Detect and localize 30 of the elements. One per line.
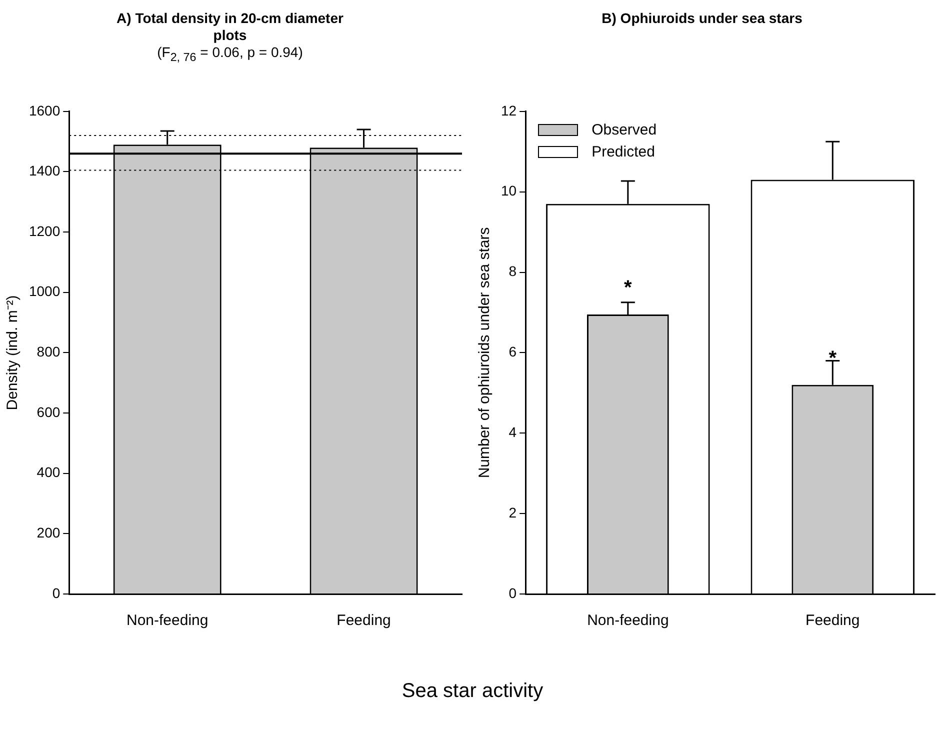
y-tick-label: 0 [508,584,517,601]
y-tick-label: 800 [36,344,60,360]
y-tick-label: 200 [36,524,60,541]
x-tick-label: Feeding [806,612,860,630]
legend-label: Observed [592,122,657,139]
chart-subtitle: (F$_{2, 76}$ = 0.06, p = 0.94) [157,44,303,64]
y-tick-label: 400 [36,464,60,480]
annotation: * [624,277,632,300]
y-tick-label: 10 [500,182,517,199]
y-tick-label: 6 [508,344,517,360]
y-tick-label: 8 [508,263,517,280]
chart-title: B) Ophiuroids under sea stars [600,10,804,27]
y-tick-label: 1000 [28,283,60,300]
x-tick-label: Feeding [336,612,391,630]
x-tick-label: Non-feeding [587,612,669,630]
annotation: * [828,347,837,370]
y-tick-label: 600 [36,404,60,420]
chart-title: A) Total density in 20-cm diameter plots [116,10,344,43]
y-tick-label: 2 [508,504,517,520]
y-tick-label: 1600 [28,102,60,118]
x-axis-title: Sea star activity [400,680,544,703]
y-tick-label: 1200 [28,222,60,239]
x-tick-label: Non-feeding [126,612,208,630]
y-tick-label: 4 [508,424,517,440]
y-tick-label: 0 [52,584,60,601]
text: Predicted [592,143,655,160]
y-axis-title: Number of ophiuroids under sea stars [476,227,494,478]
y-tick-label: 12 [500,102,517,118]
y-axis-title: Density (ind. m⁻²) [4,295,22,410]
y-tick-label: 1400 [28,162,60,179]
